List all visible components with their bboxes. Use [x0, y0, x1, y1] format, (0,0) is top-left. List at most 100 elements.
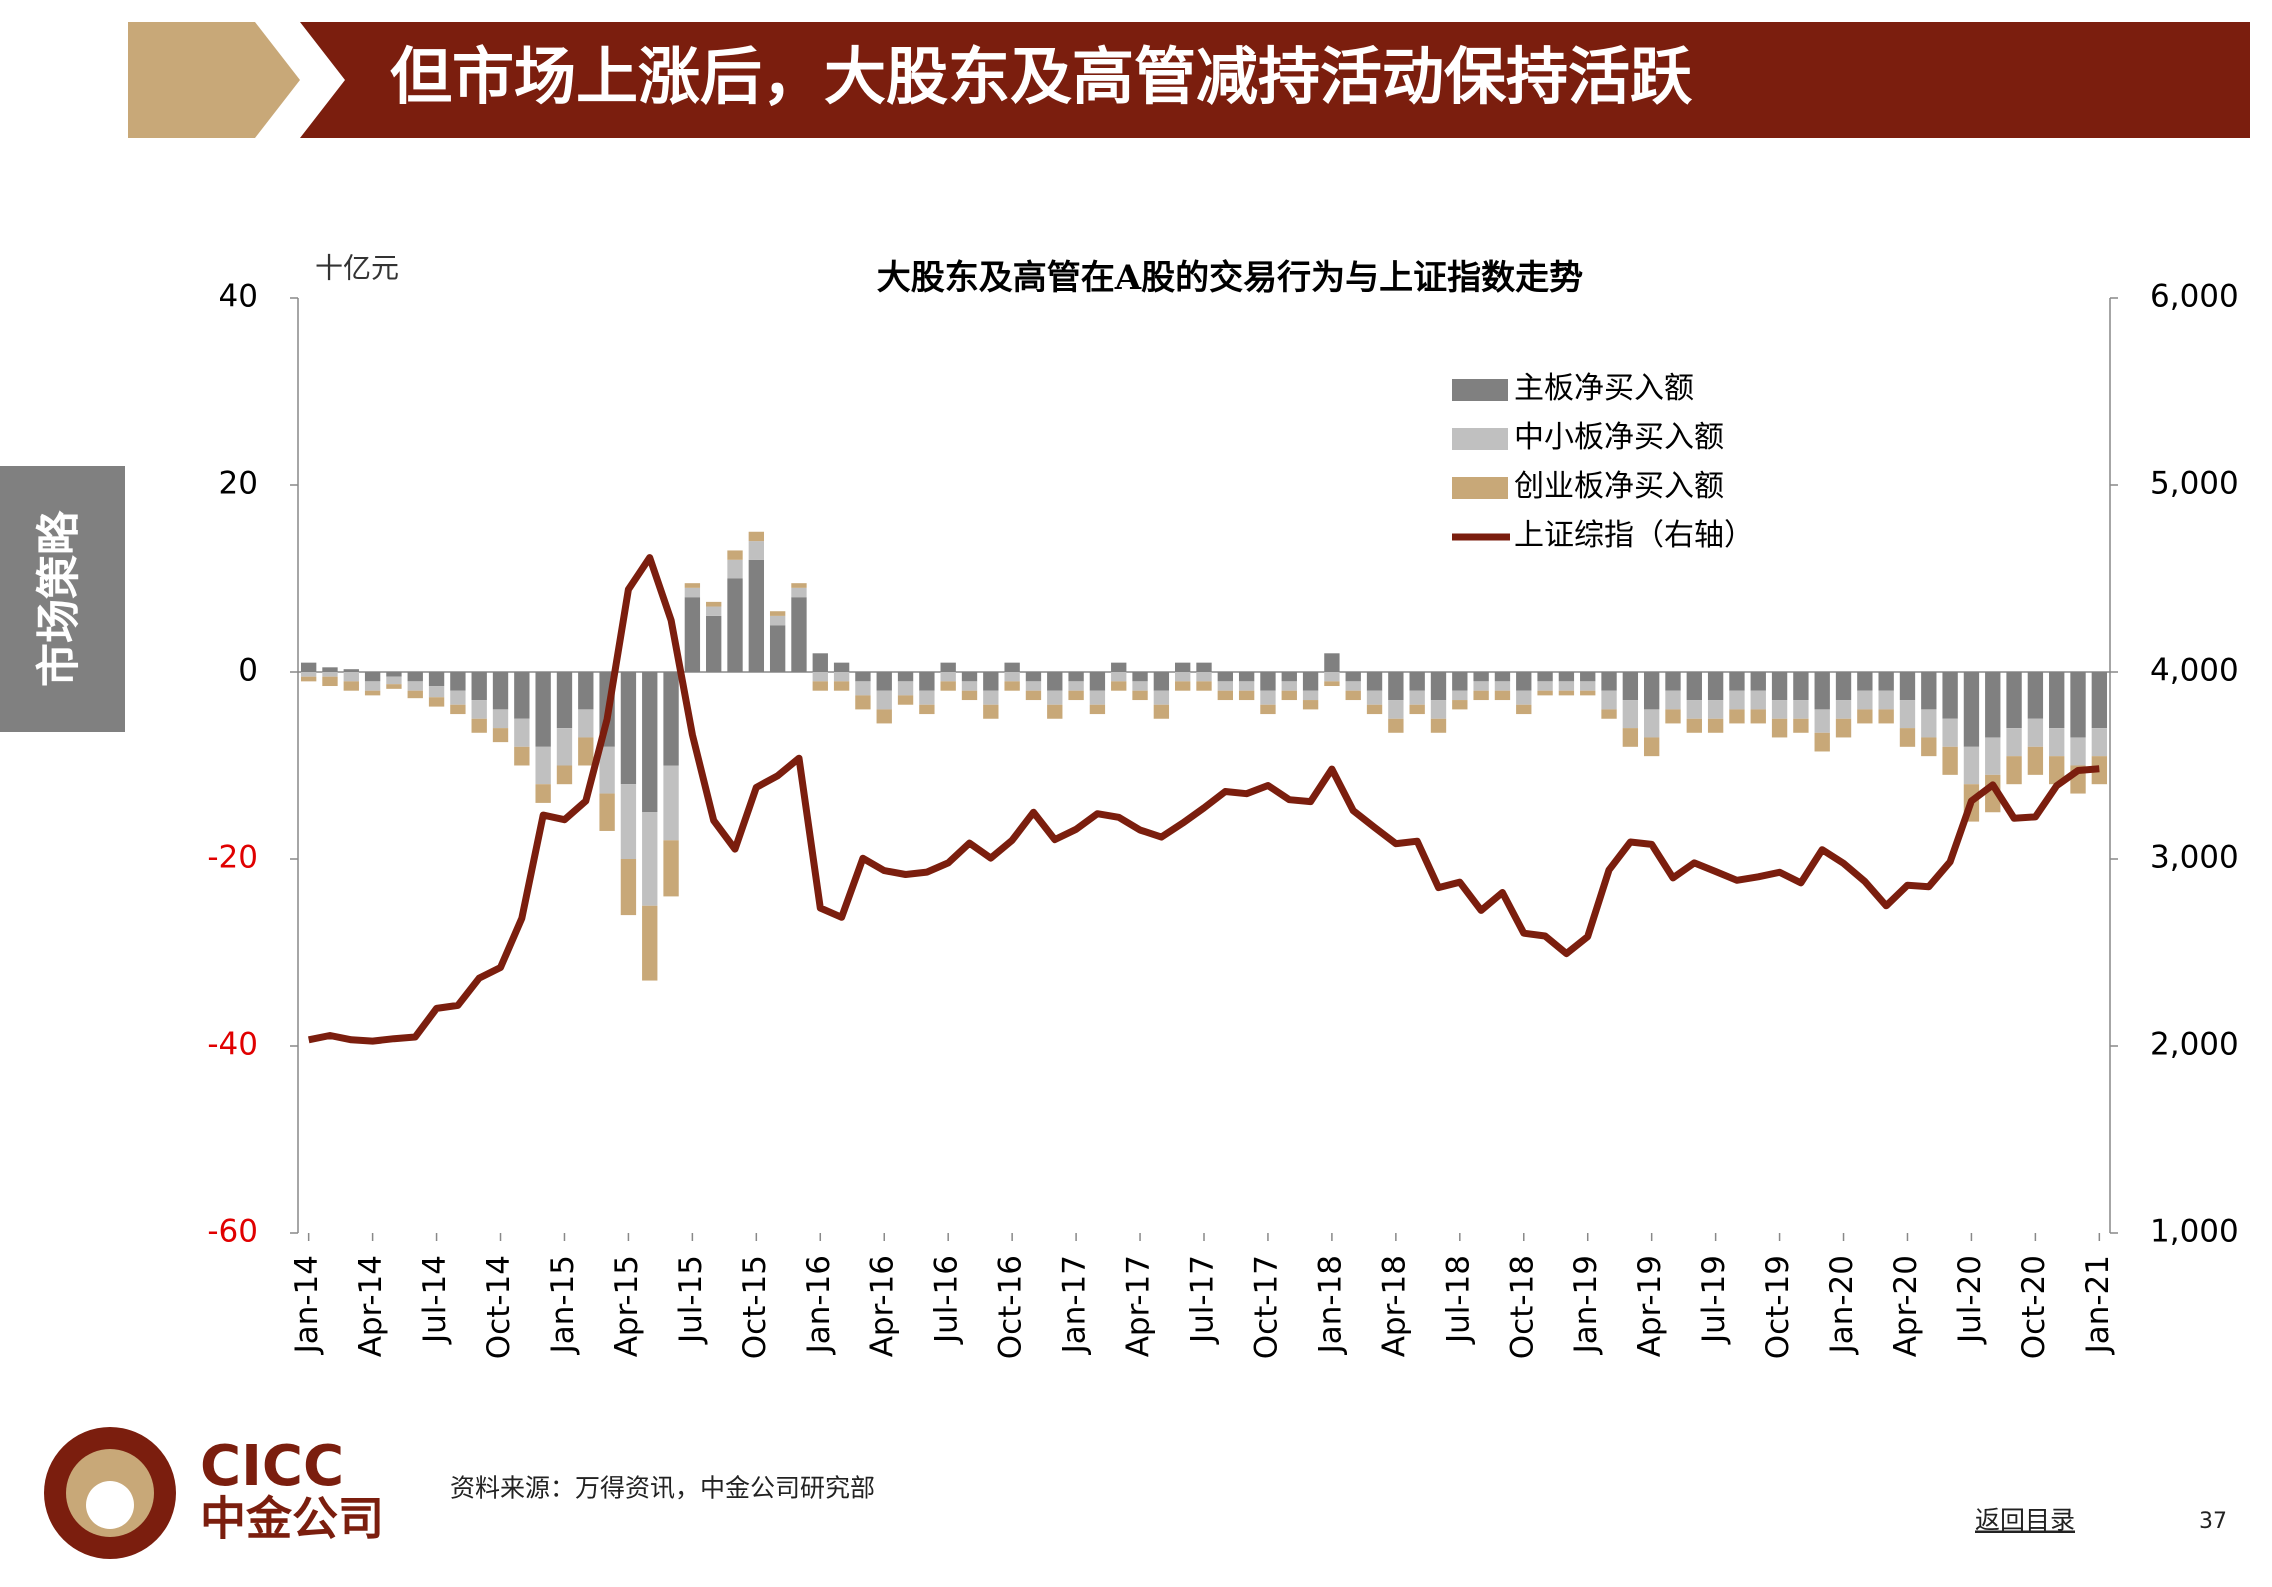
bar: [578, 709, 594, 738]
bar: [1452, 672, 1468, 691]
x-tick-label: Jan-17: [1057, 1255, 1093, 1355]
bar: [1153, 704, 1170, 719]
bar: [876, 709, 892, 724]
bar: [364, 681, 381, 691]
bar: [300, 672, 317, 677]
x-tick-label: Oct-20: [2016, 1255, 2052, 1359]
bar: [386, 684, 402, 689]
bar: [1921, 709, 1937, 738]
bar: [1302, 690, 1319, 701]
bar: [1643, 737, 1660, 757]
bar: [1771, 700, 1788, 719]
bar: [1388, 672, 1404, 701]
bar: [1153, 672, 1170, 691]
bar: [1750, 672, 1766, 691]
x-tick-label: Jan-20: [1824, 1255, 1860, 1355]
bar: [1345, 672, 1361, 682]
bar: [1366, 704, 1383, 715]
bar: [1281, 681, 1297, 691]
bar: [2027, 746, 2044, 775]
bar: [1004, 681, 1020, 691]
bar: [1238, 672, 1255, 682]
bar: [919, 704, 935, 715]
bar: [1878, 709, 1894, 724]
bar: [492, 672, 509, 710]
bar: [1857, 672, 1873, 691]
x-tick-label: Jul-15: [673, 1255, 709, 1345]
bar: [1366, 690, 1383, 705]
bar: [599, 793, 615, 831]
x-tick-label: Jul-18: [1440, 1255, 1476, 1345]
x-tick-label: Jul-14: [417, 1255, 453, 1345]
bar: [2006, 728, 2022, 757]
bar: [1580, 690, 1596, 696]
bar: [535, 672, 551, 747]
bar: [1473, 681, 1489, 691]
bar: [919, 690, 935, 705]
bar: [919, 672, 935, 691]
bar: [1537, 690, 1553, 696]
bar: [428, 672, 445, 687]
bar: [1665, 690, 1681, 710]
logo-cn: 中金公司: [200, 1492, 384, 1546]
bar: [1622, 728, 1639, 747]
bar: [514, 718, 530, 747]
y-tick-label: 20: [219, 466, 258, 502]
bar: [1238, 681, 1255, 691]
bar: [684, 597, 701, 672]
bar: [450, 690, 466, 705]
x-tick-label: Jan-15: [545, 1255, 581, 1355]
bar: [471, 672, 487, 701]
side-tab: [0, 466, 125, 732]
bar: [663, 840, 679, 897]
bar: [620, 672, 637, 785]
y2-tick-label: 1,000: [2150, 1214, 2239, 1250]
bar: [386, 672, 402, 677]
bar: [1558, 681, 1575, 691]
bar: [1580, 681, 1596, 691]
bar: [2049, 672, 2065, 729]
bar: [322, 672, 338, 677]
bar: [833, 672, 850, 682]
bar: [343, 681, 359, 691]
bar: [1750, 690, 1766, 710]
bar: [1153, 690, 1170, 705]
bar: [812, 681, 828, 691]
bar: [642, 672, 658, 813]
y2-tick-label: 3,000: [2150, 840, 2239, 876]
bar: [300, 662, 317, 672]
bar: [1175, 681, 1191, 691]
bar: [1558, 690, 1575, 696]
bar: [791, 597, 807, 672]
x-tick-label: Oct-19: [1760, 1255, 1796, 1359]
x-tick-label: Jul-17: [1185, 1255, 1221, 1345]
bar: [428, 697, 445, 707]
bar: [1516, 672, 1532, 691]
bar: [450, 704, 466, 715]
bar: [1089, 704, 1106, 715]
bar: [535, 784, 551, 803]
bar: [876, 690, 892, 710]
bar: [2027, 672, 2044, 719]
bar: [2006, 756, 2022, 785]
legend-label: 主板净买入额: [1514, 371, 1694, 406]
bar: [1175, 672, 1191, 682]
legend-swatch: [1452, 477, 1508, 499]
x-tick-label: Jan-18: [1312, 1255, 1348, 1355]
bar: [364, 690, 381, 696]
page-number: 37: [2199, 1509, 2227, 1534]
logo-en: CICC: [200, 1434, 344, 1499]
bar: [2091, 672, 2108, 729]
bar: [1068, 672, 1084, 682]
back-link[interactable]: 返回目录: [1975, 1506, 2075, 1535]
x-tick-label: Jan-16: [801, 1255, 837, 1355]
bar: [1921, 737, 1937, 757]
bar: [2070, 737, 2086, 766]
bar: [1260, 704, 1276, 715]
header-title: 但市场上涨后，大股东及高管减持活动保持活跃: [390, 40, 1693, 113]
bar: [471, 700, 487, 719]
bar: [1430, 700, 1447, 719]
bar: [1516, 690, 1532, 705]
bar: [1750, 709, 1766, 724]
chart-title: 大股东及高管在A股的交易行为与上证指数走势: [877, 258, 1583, 298]
